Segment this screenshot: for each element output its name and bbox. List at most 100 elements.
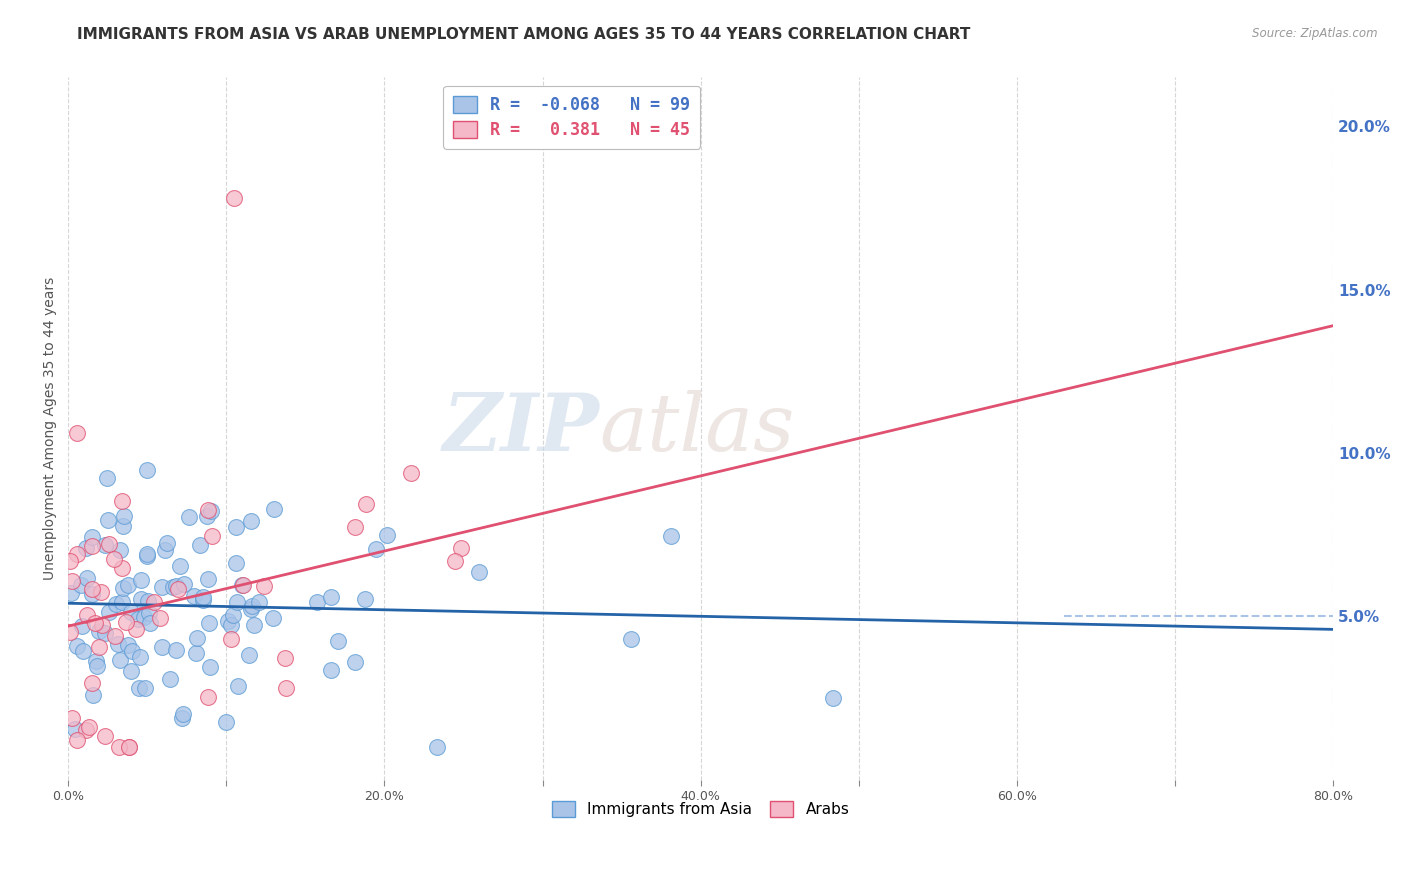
Point (354, 497, 377, 511)
Point (224, 191, 246, 205)
Text: ZIP: ZIP (443, 390, 599, 467)
Point (444, 554, 467, 568)
Point (136, 549, 159, 564)
Point (172, 706, 194, 721)
Point (156, 535, 179, 549)
Point (135, 463, 157, 477)
Point (353, 592, 375, 607)
Point (183, 590, 205, 604)
Point (173, 576, 195, 591)
Point (240, 599, 263, 614)
Point (153, 543, 176, 558)
Point (276, 681, 298, 695)
Point (232, 577, 254, 591)
Point (138, 594, 160, 608)
Point (117, 638, 139, 652)
Point (426, 739, 449, 754)
Point (80, 675, 103, 690)
Point (159, 672, 181, 686)
Point (66, 733, 89, 747)
Point (111, 518, 134, 533)
Point (343, 656, 366, 670)
Point (108, 739, 131, 754)
Point (225, 520, 247, 534)
Point (239, 514, 262, 528)
Point (98, 605, 121, 619)
Text: Source: ZipAtlas.com: Source: ZipAtlas.com (1253, 27, 1378, 40)
Point (87, 624, 110, 639)
Point (118, 739, 141, 754)
Point (191, 593, 214, 607)
Point (399, 466, 422, 480)
Point (217, 614, 239, 628)
Point (105, 597, 128, 611)
Point (80, 587, 103, 601)
Point (62, 711, 84, 725)
Point (127, 611, 149, 625)
Point (197, 508, 219, 523)
Point (91, 617, 114, 632)
Point (219, 632, 242, 646)
Point (103, 551, 125, 566)
Point (240, 601, 263, 615)
Point (70, 619, 93, 633)
Point (59, 624, 82, 639)
Point (186, 646, 208, 660)
Point (263, 502, 285, 516)
Point (120, 606, 142, 620)
Point (77, 720, 100, 734)
Point (273, 651, 295, 665)
Point (321, 591, 343, 605)
Point (104, 629, 127, 643)
Point (326, 634, 349, 648)
Point (108, 652, 131, 666)
Point (343, 520, 366, 534)
Point (120, 664, 142, 678)
Point (72, 644, 94, 658)
Point (66, 639, 89, 653)
Point (59, 585, 82, 599)
Point (80, 582, 103, 596)
Point (98, 536, 121, 550)
Point (231, 577, 253, 591)
Point (201, 528, 224, 542)
Point (188, 538, 211, 552)
Point (165, 579, 187, 593)
Point (243, 618, 266, 632)
Point (110, 594, 132, 608)
Point (197, 573, 219, 587)
Point (76, 571, 98, 585)
Point (197, 690, 219, 704)
Point (80, 530, 103, 544)
Point (221, 607, 243, 622)
Point (619, 632, 641, 647)
Point (226, 594, 249, 608)
Point (450, 541, 472, 556)
Point (59, 554, 82, 568)
Point (112, 509, 135, 524)
Point (150, 640, 173, 655)
Point (134, 681, 156, 695)
Point (136, 547, 159, 561)
Point (219, 617, 242, 632)
Point (238, 648, 260, 662)
Point (198, 660, 221, 674)
Point (138, 606, 160, 620)
Point (121, 644, 143, 658)
Point (166, 582, 188, 596)
Point (179, 510, 201, 524)
Point (659, 529, 682, 543)
Point (60, 574, 83, 588)
Point (165, 643, 187, 657)
Point (186, 631, 208, 645)
Point (89, 640, 111, 654)
Point (150, 580, 173, 594)
Point (200, 504, 222, 518)
Point (129, 573, 152, 587)
Point (97, 513, 120, 527)
Point (375, 528, 398, 542)
Point (115, 615, 138, 629)
Point (75, 541, 97, 556)
Point (247, 595, 270, 609)
Point (262, 611, 284, 625)
